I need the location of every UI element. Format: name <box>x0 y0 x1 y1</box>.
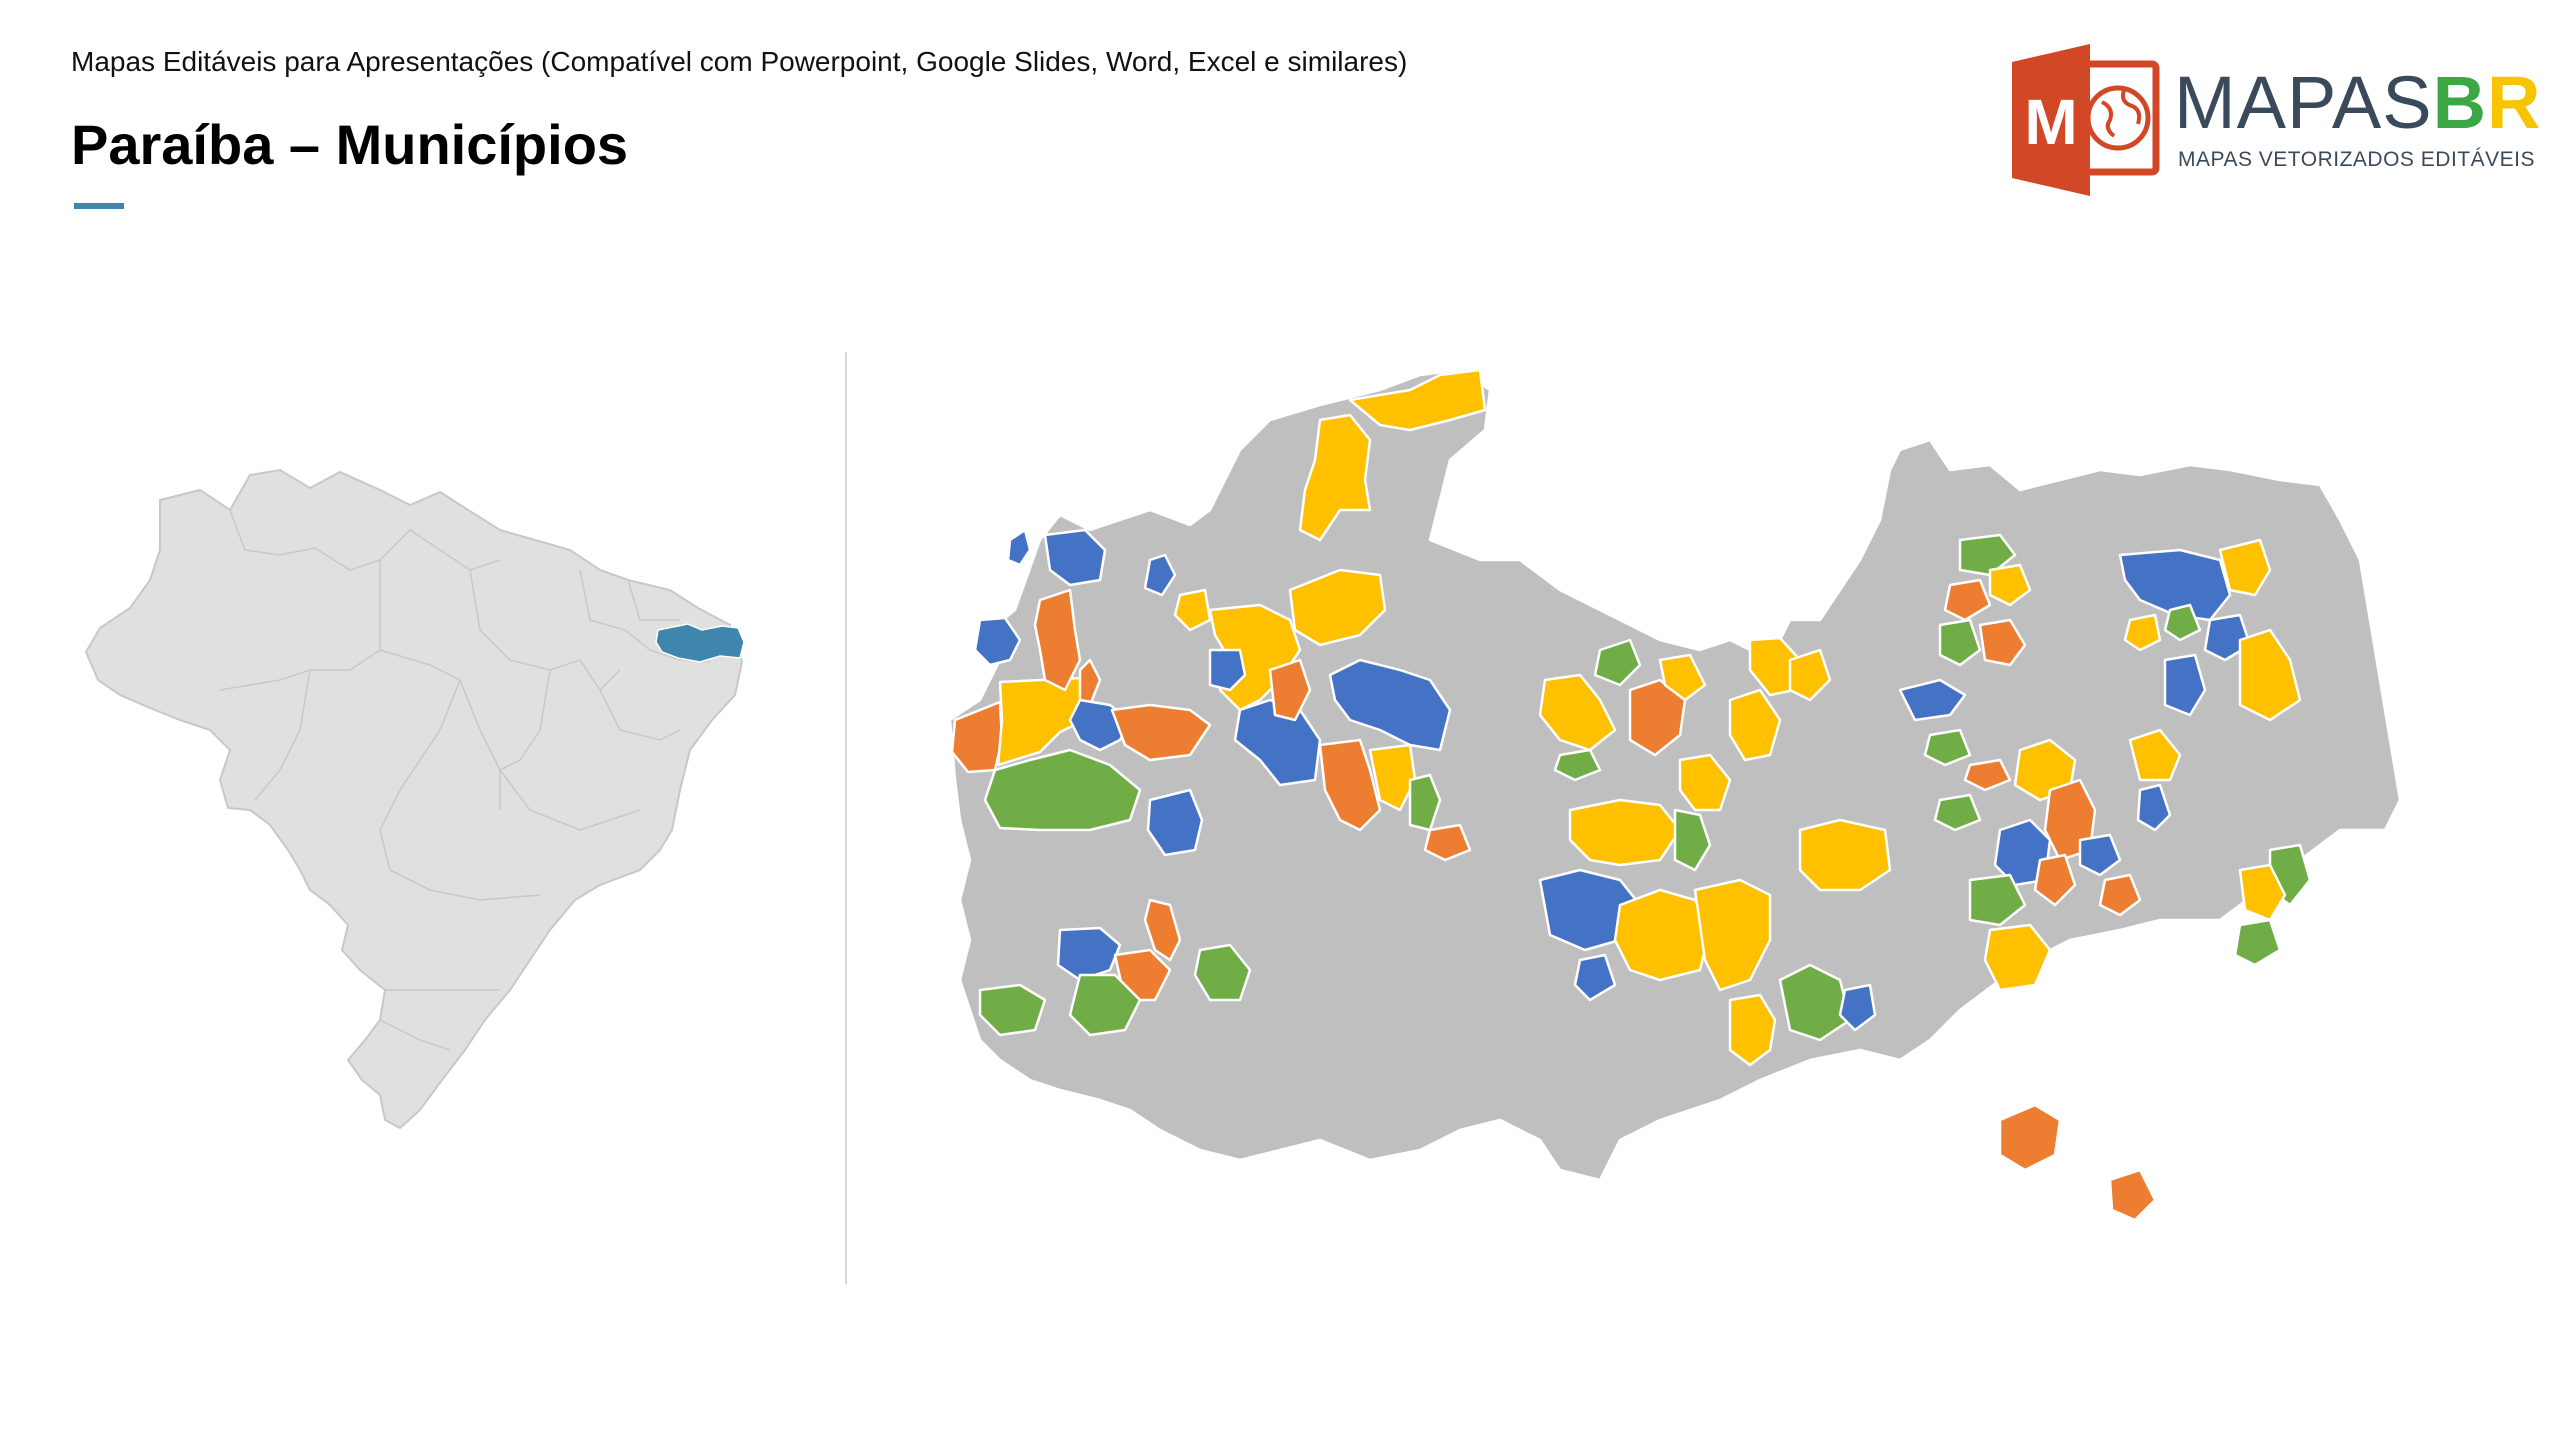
municipality <box>2123 613 2162 652</box>
municipality <box>1208 648 1247 692</box>
municipality <box>2078 833 2122 877</box>
brazil-state-borders <box>219 509 711 1051</box>
paraiba-municipalities-map <box>948 368 2402 1222</box>
municipality <box>1146 788 1204 857</box>
municipality <box>1568 798 1682 867</box>
municipality <box>2098 873 2142 917</box>
paraiba-base <box>948 368 2402 1182</box>
municipality <box>1963 758 2012 792</box>
municipality <box>1943 578 1992 622</box>
municipality <box>1573 953 1617 1002</box>
municipality <box>1298 413 1372 542</box>
municipality <box>1673 808 1712 872</box>
municipality <box>983 748 1142 832</box>
municipality <box>2163 603 2202 642</box>
municipality <box>2128 728 2182 782</box>
municipality <box>1288 568 1387 647</box>
municipality <box>1693 878 1772 992</box>
municipality <box>1728 993 1777 1067</box>
municipality <box>1988 563 2032 607</box>
municipality <box>1143 898 1182 962</box>
municipality <box>1006 528 1032 567</box>
municipality <box>1788 648 1832 702</box>
paraiba-highlight <box>655 623 745 663</box>
municipality <box>1056 926 1122 982</box>
municipality <box>1078 658 1102 707</box>
municipality <box>1678 753 1732 812</box>
municipality <box>1898 678 1967 722</box>
municipality <box>973 616 1022 667</box>
municipality <box>1143 553 1177 597</box>
municipality <box>1958 533 2017 577</box>
municipality <box>2238 628 2302 722</box>
municipality <box>1538 673 1617 752</box>
municipality <box>1838 983 1877 1032</box>
logo-tagline: MAPAS VETORIZADOS EDITÁVEIS <box>2178 148 2535 171</box>
municipality <box>1938 618 1982 667</box>
municipality <box>1968 873 2027 927</box>
logo-mark-icon: M <box>2012 44 2160 196</box>
brazil-outline <box>84 468 744 1130</box>
municipality <box>2163 653 2207 717</box>
municipality <box>1923 728 1972 767</box>
map-divider <box>845 352 847 1284</box>
municipality <box>1978 618 2027 667</box>
municipality <box>1033 588 1082 692</box>
municipality <box>1328 658 1452 752</box>
municipality <box>1193 943 1252 1002</box>
municipality <box>1043 528 1107 587</box>
municipality <box>1593 638 1642 687</box>
municipality <box>1408 773 1442 832</box>
municipality <box>1268 658 1312 722</box>
municipality <box>2136 783 2172 832</box>
mapasbr-logo: M MAPASBR MAPAS VETORIZADOS EDITÁVEIS <box>2006 40 2540 200</box>
municipality <box>978 983 1047 1037</box>
municipality <box>1658 653 1707 702</box>
municipality <box>1613 888 1712 982</box>
municipality <box>2238 863 2287 922</box>
page-title: Paraíba – Municípios <box>71 113 629 176</box>
municipality <box>1068 973 1142 1037</box>
svg-text:M: M <box>2024 86 2077 158</box>
municipality <box>2218 538 2272 597</box>
municipality <box>2108 1168 2157 1222</box>
municipality <box>1110 703 1212 762</box>
title-accent-bar <box>74 203 124 209</box>
municipality <box>1173 588 1212 632</box>
municipality <box>1423 823 1472 862</box>
municipality <box>1628 678 1687 757</box>
brazil-locator-map <box>84 468 745 1130</box>
page-subtitle: Mapas Editáveis para Apresentações (Comp… <box>71 46 1408 77</box>
municipality <box>1368 743 1417 812</box>
municipality <box>2233 918 2282 967</box>
municipality <box>2033 853 2077 907</box>
municipality <box>1933 793 1982 832</box>
municipality <box>1998 1103 2062 1172</box>
municipality <box>1348 368 1487 432</box>
municipality <box>1728 688 1782 762</box>
municipality <box>1318 738 1382 832</box>
municipality <box>1983 923 2052 992</box>
municipality <box>1798 818 1892 892</box>
municipality <box>1553 748 1602 782</box>
logo-wordmark: MAPASBR <box>2174 61 2542 144</box>
